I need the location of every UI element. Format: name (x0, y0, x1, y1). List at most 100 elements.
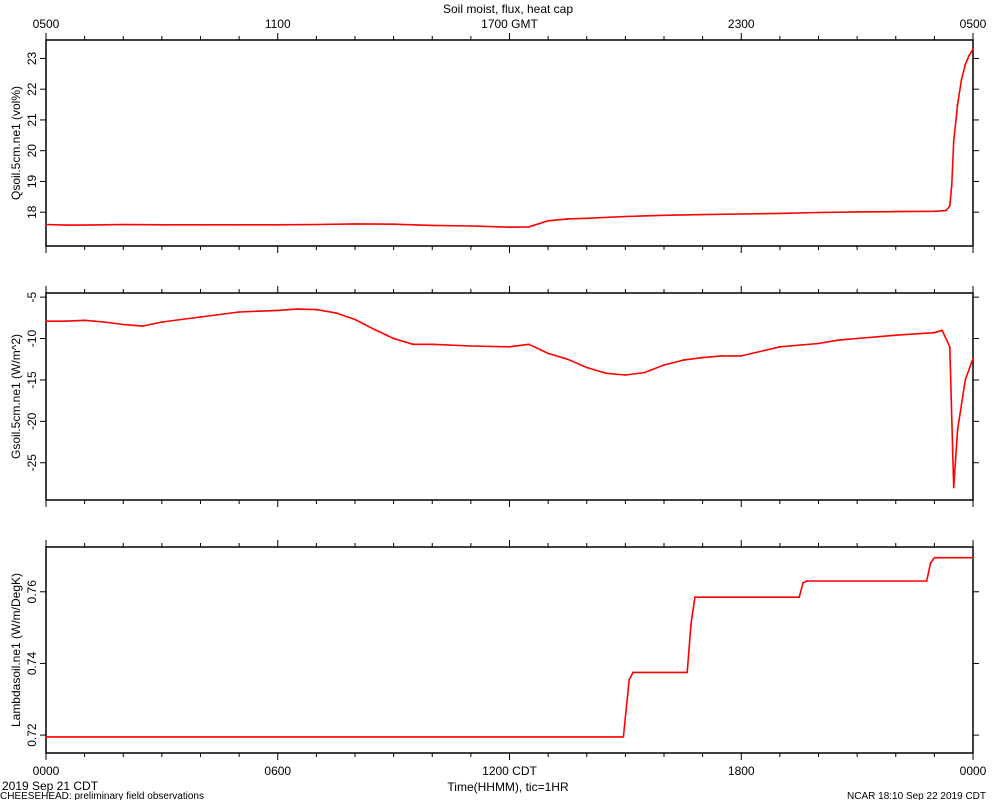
data-point (257, 310, 260, 313)
data-point (45, 320, 47, 323)
data-point (354, 318, 356, 321)
data-point (643, 371, 646, 374)
data-point (45, 223, 47, 226)
data-point (933, 331, 936, 334)
series-line (46, 556, 973, 738)
top-tick-label: 2300 (728, 17, 755, 31)
top-gmt-axis: 0500 1100 1700 GMT 2300 0500 (33, 17, 987, 31)
y-tick-label: -15 (25, 371, 39, 389)
data-point (566, 358, 569, 361)
y-tick-label: 0.72 (25, 723, 39, 747)
data-point (622, 735, 625, 738)
data-point (276, 223, 279, 226)
data-point (894, 210, 897, 213)
data-point (103, 321, 105, 323)
series-line (45, 48, 974, 228)
x-axis-label: Time(HHMM), tic=1HR (447, 780, 569, 794)
data-point (547, 219, 550, 222)
data-point (334, 311, 337, 314)
data-point (103, 223, 105, 226)
data-point (566, 218, 569, 220)
data-point (945, 209, 947, 212)
data-point (778, 212, 781, 215)
data-point (141, 325, 144, 328)
data-point (663, 214, 665, 217)
top-tick-label: 0500 (960, 17, 987, 31)
data-point (798, 596, 801, 599)
data-point (694, 596, 696, 599)
data-point (948, 205, 951, 207)
data-point (960, 79, 963, 81)
data-point (508, 226, 511, 229)
data-point (160, 223, 163, 226)
data-point (933, 556, 936, 559)
data-point (624, 215, 627, 218)
data-point (527, 343, 530, 346)
y-axis-label: Qsoil.5cm.ne1 (vol%) (9, 86, 23, 200)
data-point (952, 140, 955, 143)
data-point (894, 334, 897, 337)
data-point (925, 580, 928, 582)
data-point (469, 225, 472, 227)
data-point (628, 678, 631, 681)
data-point (968, 54, 971, 57)
data-point (952, 486, 955, 489)
data-point (392, 337, 395, 340)
data-point (624, 374, 627, 376)
data-point (817, 211, 820, 214)
data-point (527, 226, 530, 228)
plot-frame (45, 292, 974, 501)
panel-1: 18 19 20 21 22 23 Qsoil.5cm.ne1 (vol%) (9, 33, 979, 253)
data-point (238, 223, 241, 226)
data-point (701, 213, 704, 216)
series-line (46, 308, 974, 489)
data-point (972, 48, 974, 51)
y-tick-label: 0.76 (25, 580, 39, 604)
data-point (547, 352, 550, 355)
y-tick-label: -5 (25, 291, 39, 302)
date-label: 2019 Sep 21 CDT (2, 779, 99, 793)
data-point (45, 735, 47, 738)
data-point (83, 224, 86, 226)
top-tick-label: 0500 (33, 17, 60, 31)
top-tick-label: 1700 GMT (481, 17, 538, 31)
chart-title: Soil moist, flux, heat cap (443, 2, 573, 16)
y-tick-label: -25 (25, 454, 39, 472)
top-tick-label: 1100 (265, 17, 291, 31)
data-point (276, 309, 279, 312)
y-axis-label: Lambdasoil.ne1 (W/m/DegK) (9, 573, 23, 727)
y-tick-label: 22 (25, 82, 39, 96)
bottom-tick-label: 0600 (264, 764, 291, 778)
footer-right: NCAR 18:10 Sep 22 2019 CDT (847, 791, 986, 800)
data-point (392, 223, 395, 226)
data-point (806, 580, 808, 582)
data-point (740, 213, 743, 215)
y-tick-label: 18 (25, 205, 39, 219)
data-point (315, 223, 318, 226)
data-point (686, 671, 689, 674)
bottom-tick-label: 0000 (33, 764, 60, 778)
data-point (802, 581, 804, 584)
y-tick-label: 21 (25, 113, 39, 127)
data-point (605, 372, 607, 375)
y-axis-label: Gsoil.5cm.ne1 (W/m^2) (9, 334, 23, 459)
y-tick-label: 23 (25, 51, 39, 65)
data-point (690, 623, 692, 625)
data-point (585, 217, 588, 220)
footer-left: CHEESEHEAD: preliminary field observatio… (0, 791, 204, 800)
data-point (964, 63, 967, 66)
data-point (933, 210, 936, 213)
data-point (585, 366, 588, 369)
data-point (354, 222, 356, 225)
y-tick-label: 20 (25, 144, 39, 158)
bottom-tick-label: 0000 (960, 764, 987, 778)
data-point (948, 345, 951, 348)
bottom-tick-label: 1800 (728, 764, 755, 778)
data-point (122, 223, 125, 226)
data-point (778, 345, 781, 348)
y-tick-label: 19 (25, 174, 39, 188)
data-point (431, 343, 434, 346)
